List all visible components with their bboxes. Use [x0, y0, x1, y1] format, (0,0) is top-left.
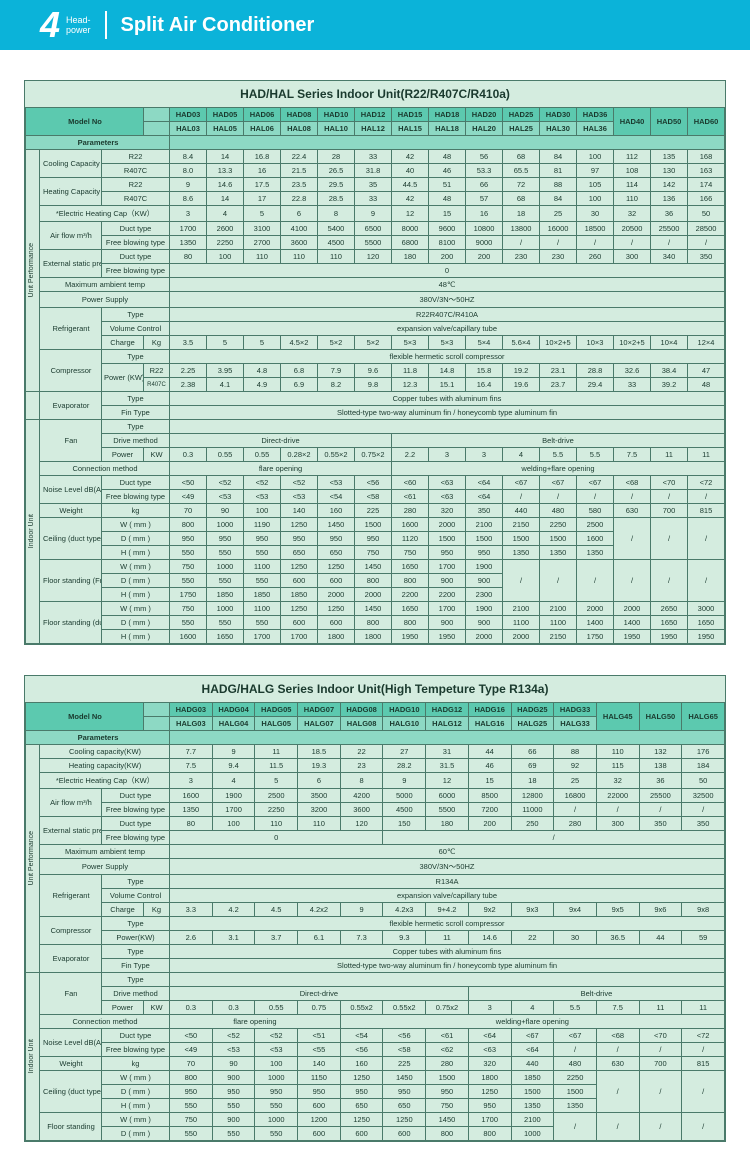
table1-section: HAD/HAL Series Indoor Unit(R22/R407C/R41… — [24, 80, 726, 645]
page-banner: 4 Head-power Split Air Conditioner — [0, 0, 750, 50]
blank — [144, 108, 170, 122]
banner-subtitle: Head-power — [66, 15, 91, 35]
table2: Model No HADG03HADG04HADG05HADG07HADG08H… — [25, 702, 725, 1141]
table1: Model No HAD03HAD05HAD06HAD08HAD10HAD12H… — [25, 107, 725, 644]
model-no: Model No — [26, 108, 144, 136]
params-label: Parameters — [26, 136, 170, 150]
divider — [105, 11, 107, 39]
chapter-num: 4 — [40, 4, 60, 46]
table2-title: HADG/HALG Series Indoor Unit(High Tempet… — [25, 676, 725, 702]
table1-title: HAD/HAL Series Indoor Unit(R22/R407C/R41… — [25, 81, 725, 107]
banner-title: Split Air Conditioner — [121, 14, 315, 37]
indoor-unit: Indoor Unit — [28, 514, 35, 548]
unit-perf: Unit Performance — [28, 243, 35, 297]
table2-section: HADG/HALG Series Indoor Unit(High Tempet… — [24, 675, 726, 1142]
